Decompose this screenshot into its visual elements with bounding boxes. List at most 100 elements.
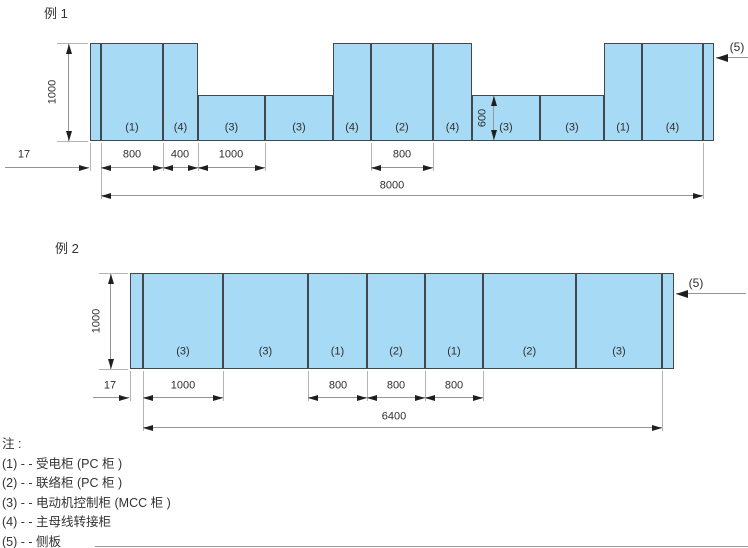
dimension-label: 6400 (381, 410, 407, 423)
dimension-label: 1000 (170, 379, 196, 392)
extension-line (703, 143, 704, 199)
dimension-label: 1000 (46, 79, 59, 105)
dimension-label: 17 (103, 379, 117, 392)
dimension-arrow-icon (693, 192, 703, 199)
dimension-line (371, 167, 433, 168)
legend-item: (5) - - 侧板 (2, 534, 62, 548)
cabinet-label: (3) (258, 345, 273, 358)
extension-line (433, 143, 434, 171)
dimension-line (101, 167, 163, 168)
dimension-line (163, 167, 198, 168)
dimension-line (5, 167, 89, 168)
dimension-arrow-icon (415, 394, 425, 401)
legend-heading: 注 : (2, 437, 22, 451)
cabinet-label: (2) (389, 345, 403, 358)
cabinet (163, 43, 198, 141)
bottom-rule-line (95, 546, 748, 547)
extension-line (425, 371, 426, 401)
extension-line (265, 143, 266, 171)
side-panel-leader-line (716, 57, 748, 58)
dimension-tick (99, 273, 128, 274)
dimension-arrow-icon (367, 394, 377, 401)
cabinet (371, 43, 433, 141)
cabinet (101, 43, 163, 141)
legend-item: (1) - - 受电柜 (PC 柜 ) (2, 456, 123, 471)
side-panel-right (662, 273, 674, 369)
dimension-arrow-icon (357, 394, 367, 401)
legend-item: (4) - - 主母线转接柜 (2, 515, 112, 529)
extension-line (223, 371, 224, 401)
dimension-label: 600 (476, 108, 489, 128)
legend-notes: 注 : (1) - - 受电柜 (PC 柜 ) (2) - - 联络柜 (PC … (2, 435, 171, 548)
extension-line (143, 371, 144, 431)
example-2-title: 例 2 (55, 241, 79, 256)
legend-item: (2) - - 联络柜 (PC 柜 ) (2, 476, 123, 490)
dimension-arrow-icon (107, 359, 114, 369)
dimension-label: 800 (386, 379, 406, 392)
cabinet (367, 273, 425, 369)
dimension-line (367, 397, 425, 398)
dimension-label: 1000 (218, 148, 244, 161)
dimension-arrow-icon (255, 164, 265, 171)
cabinet (223, 273, 308, 369)
dimension-arrow-icon (101, 164, 111, 171)
extension-line (101, 143, 102, 199)
side-panel-callout-label: (5) (688, 276, 704, 290)
dimension-tick (57, 141, 88, 142)
cabinet (483, 273, 576, 369)
side-panel-arrow-icon (716, 53, 728, 62)
cabinet-label: (1) (125, 121, 139, 134)
cabinet-label: (2) (522, 345, 537, 358)
dimension-line (308, 397, 367, 398)
dimension-arrow-icon (153, 164, 163, 171)
cabinet-label: (1) (447, 345, 461, 358)
cabinet-label: (4) (345, 121, 359, 134)
dimension-arrow-icon (652, 424, 662, 431)
dimension-line (143, 397, 223, 398)
dimension-line (143, 427, 662, 428)
dimension-arrow-icon (490, 130, 497, 140)
dimension-line (101, 195, 703, 196)
dimension-arrow-icon (188, 164, 198, 171)
cabinet-label: (4) (173, 121, 188, 134)
cabinet (540, 95, 604, 141)
cabinet-label: (1) (616, 121, 630, 134)
cabinet-label: (3) (612, 345, 626, 358)
extension-line (483, 371, 484, 401)
dimension-label: 1000 (90, 308, 103, 334)
dimension-arrow-icon (425, 394, 435, 401)
dimension-line (198, 167, 265, 168)
cabinet (472, 95, 540, 141)
extension-line (308, 371, 309, 401)
extension-line (371, 143, 372, 171)
dimension-label: 17 (17, 148, 31, 161)
dimension-arrow-icon (198, 164, 208, 171)
dimension-arrow-icon (308, 394, 318, 401)
cabinet-label: (3) (176, 345, 190, 358)
dimension-arrow-icon (79, 164, 89, 171)
cabinet (308, 273, 367, 369)
legend-item: (3) - - 电动机控制柜 (MCC 柜 ) (2, 495, 171, 510)
dimension-arrow-icon (423, 164, 433, 171)
dimension-arrow-icon (213, 394, 223, 401)
cabinet-label: (4) (445, 121, 460, 134)
dimension-line (425, 397, 483, 398)
example-1-title: 例 1 (44, 6, 68, 21)
cabinet-label: (3) (499, 121, 513, 134)
cabinet-label: (3) (292, 121, 306, 134)
dimension-arrow-icon (371, 164, 381, 171)
cabinet (265, 95, 333, 141)
dimension-tick (57, 43, 88, 44)
cabinet (333, 43, 371, 141)
side-panel-left (130, 273, 143, 369)
cabinet-label: (3) (565, 121, 579, 134)
side-panel-callout-label: (5) (729, 40, 745, 54)
dimension-arrow-icon (473, 394, 483, 401)
extension-line (198, 143, 199, 171)
cabinet-label: (4) (665, 121, 680, 134)
extension-line (367, 371, 368, 401)
dimension-line (68, 44, 69, 141)
dimension-arrow-icon (143, 424, 153, 431)
extension-line (662, 371, 663, 431)
